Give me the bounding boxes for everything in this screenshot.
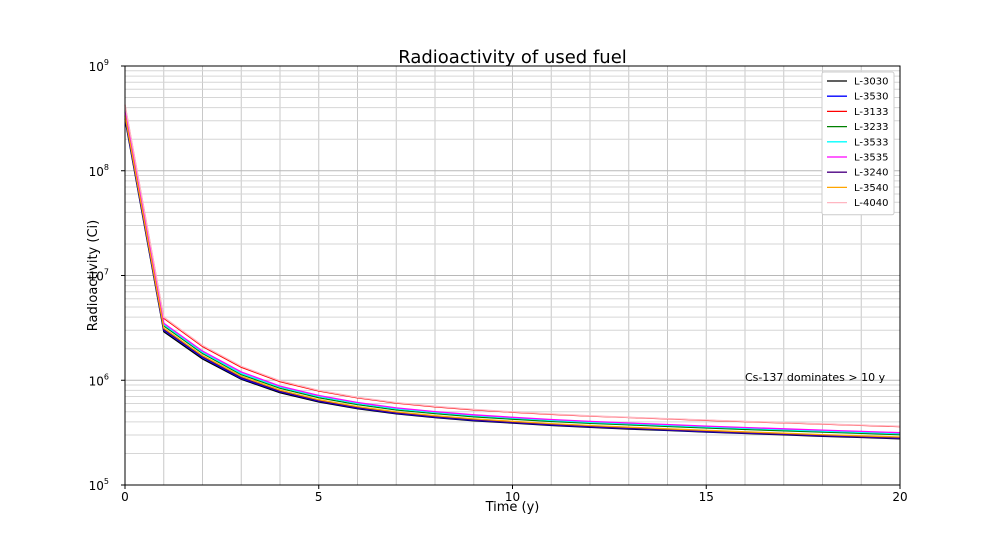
x-tick-label: 20	[892, 490, 907, 504]
y-axis-label: Radioactivity (Ci)	[86, 220, 101, 331]
x-tick-label: 0	[121, 490, 129, 504]
y-tick-label: 108	[89, 163, 109, 179]
legend-label: L-3540	[854, 183, 888, 194]
series-line-L-3240	[124, 116, 901, 439]
x-tick-label: 15	[699, 490, 714, 504]
legend-label: L-3533	[854, 137, 888, 148]
series-line-L-3535	[124, 109, 901, 434]
series-line-L-4040	[124, 104, 901, 427]
x-tick-label: 10	[505, 490, 520, 504]
y-tick-label: 105	[89, 477, 109, 493]
x-tick-label: 5	[315, 490, 323, 504]
series-line-L-3540	[124, 114, 901, 438]
series-line-L-3533	[124, 111, 901, 435]
series-line-L-3233	[124, 112, 901, 436]
y-tick-label: 109	[89, 58, 109, 74]
series-lines	[124, 104, 901, 440]
legend-label: L-3240	[854, 168, 888, 179]
x-axis-label: Time (y)	[485, 500, 540, 515]
y-tick-label: 107	[89, 268, 109, 284]
annotation: Cs-137 dominates > 10 y	[745, 371, 886, 384]
legend-label: L-3535	[854, 153, 888, 164]
legend-label: L-3530	[854, 92, 888, 103]
legend: L-3030 L-3530 L-3133 L-3233 L-3533 L-3535 L-32…	[821, 71, 895, 216]
y-tick-label: 106	[89, 372, 109, 388]
legend-label: L-3133	[854, 107, 888, 118]
tick-labels: 0 5 10 15 20 105 106 107 108 109	[89, 58, 908, 504]
legend-label: L-3233	[854, 122, 888, 133]
legend-label: L-4040	[854, 198, 888, 209]
legend-label: L-3030	[854, 77, 888, 88]
legend-box	[821, 71, 895, 216]
chart-title: Radioactivity of used fuel	[398, 47, 627, 68]
